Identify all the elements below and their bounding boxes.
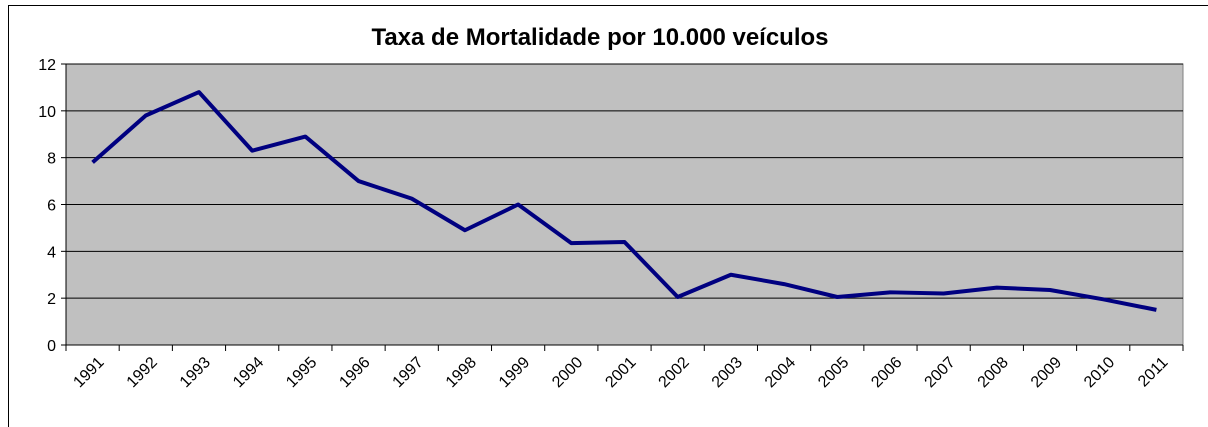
y-tick-label: 6: [47, 198, 56, 215]
line: [91, 90, 1157, 312]
chart-title: Taxa de Mortalidade por 10.000 veículos: [371, 24, 828, 51]
y-tick-label: 2: [47, 291, 56, 308]
y-tick-label: 8: [47, 151, 56, 168]
y-tick-label: 12: [38, 57, 56, 74]
y-tick-label: 4: [47, 244, 56, 261]
y-tick-label: 10: [38, 104, 56, 121]
y-tick-label: 0: [47, 338, 56, 355]
